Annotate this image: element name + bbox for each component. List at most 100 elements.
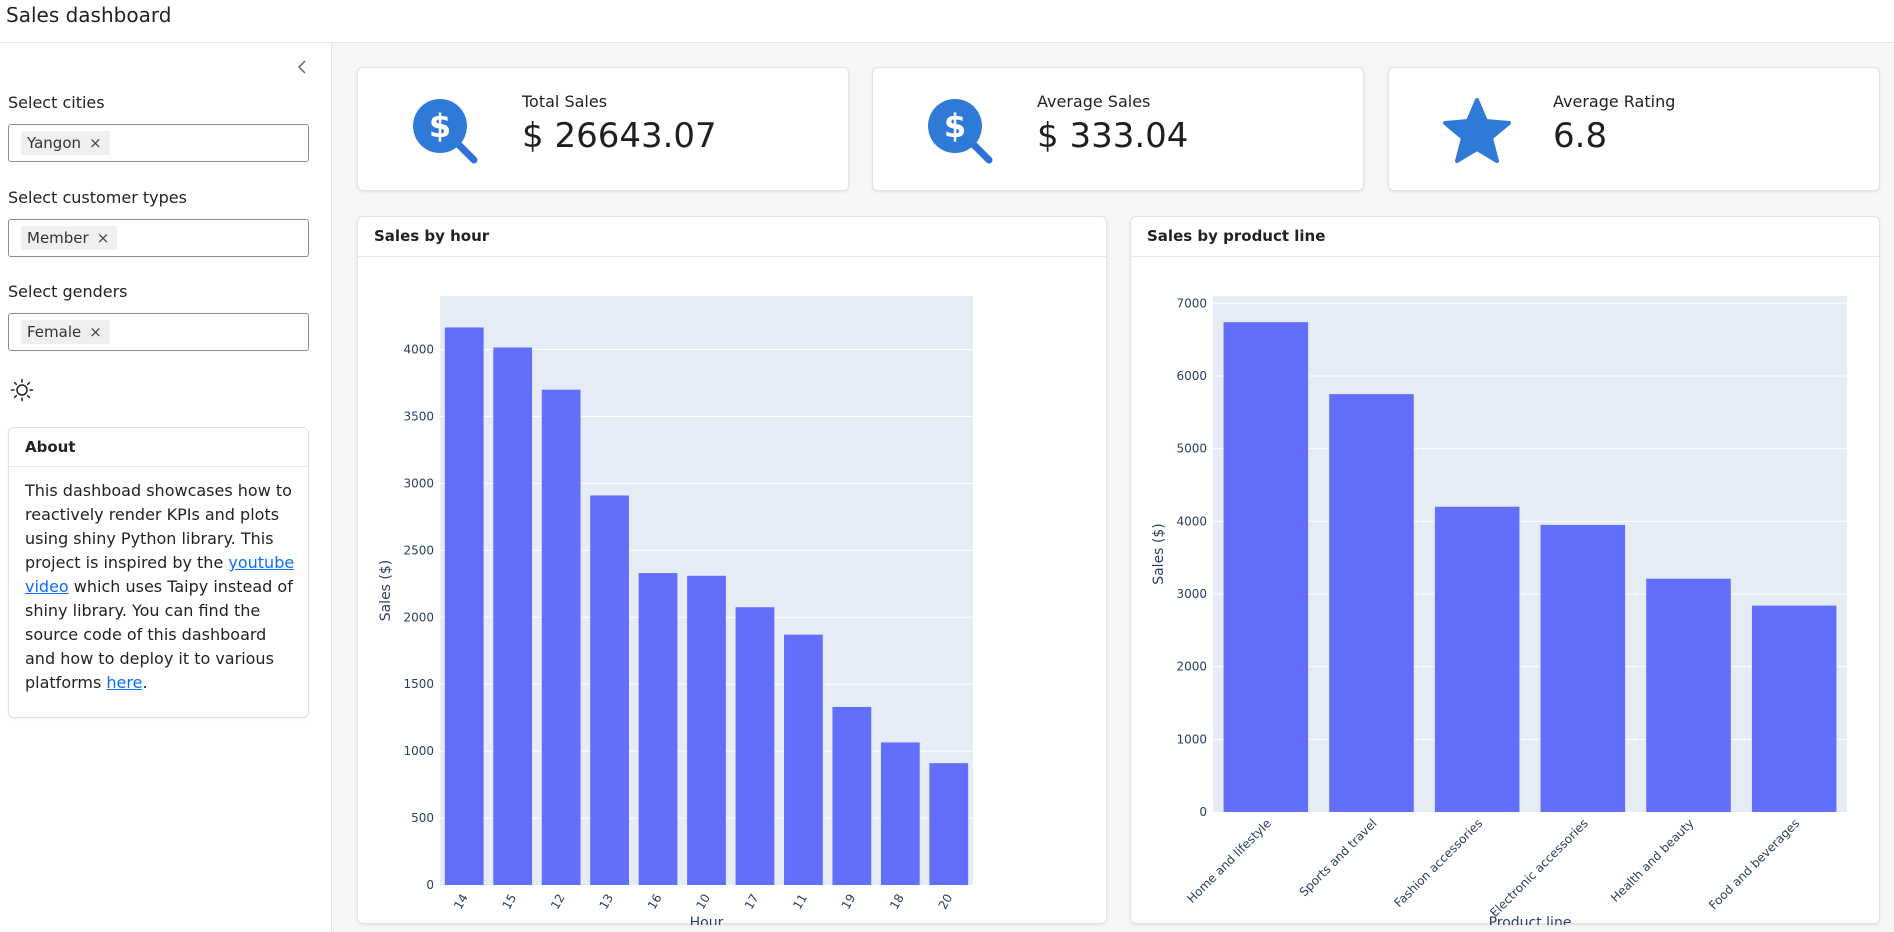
x-tick-label: 10 <box>693 892 713 912</box>
app-title: Sales dashboard <box>6 3 172 27</box>
cities-select[interactable]: Yangon × <box>8 124 309 162</box>
y-tick-label: 0 <box>1199 805 1207 819</box>
about-text-part: which uses Taipy instead of shiny librar… <box>25 577 293 692</box>
customer-types-select[interactable]: Member × <box>8 219 309 257</box>
x-tick-label: Food and beverages <box>1706 816 1802 912</box>
kpi-average-sales: $ Average Sales $ 333.04 <box>872 67 1364 191</box>
y-tick-label: 2000 <box>1176 660 1207 674</box>
kpi-value: $ 26643.07 <box>522 116 717 156</box>
bar <box>590 495 629 885</box>
chevron-left-icon[interactable] <box>292 57 312 77</box>
kpi-label: Average Sales <box>1037 92 1151 111</box>
sales-by-hour-chart: 0 500 1000 1500 2000 2500 3000 3500 4000 14 15 12 13… <box>378 296 973 925</box>
x-axis-title: Hour <box>690 915 724 925</box>
remove-chip-button[interactable]: × <box>89 323 102 341</box>
customer-types-label: Select customer types <box>8 188 187 207</box>
y-tick-label: 2500 <box>403 543 434 557</box>
bar <box>444 327 484 885</box>
y-tick-label: 6000 <box>1176 369 1207 383</box>
x-axis-title: Product line <box>1489 915 1572 925</box>
sales-by-product-line-card: Sales by product line 0 1000 2000 3000 4000 5… <box>1130 216 1880 925</box>
y-tick-label: 1000 <box>403 744 434 758</box>
chart-title: Sales by hour <box>358 217 1106 257</box>
about-text: This dashboad showcases how to reactivel… <box>9 467 308 695</box>
cities-label: Select cities <box>8 93 105 112</box>
bar <box>735 607 775 885</box>
x-tick-label: 17 <box>742 892 762 912</box>
y-tick-label: 3000 <box>1176 587 1207 601</box>
source-code-link[interactable]: here <box>106 673 143 692</box>
selected-chip-city: Yangon × <box>21 131 110 155</box>
chart-title: Sales by product line <box>1131 217 1879 257</box>
chip-label: Member <box>27 229 89 247</box>
kpi-total-sales: $ Total Sales $ 26643.07 <box>357 67 849 191</box>
bar <box>541 389 581 885</box>
y-tick-label: 4000 <box>403 343 434 357</box>
y-axis-title: Sales ($) <box>378 560 394 622</box>
bar <box>687 575 726 885</box>
bar <box>929 763 969 885</box>
youtube-video-link[interactable]: youtube video <box>25 553 295 596</box>
kpi-label: Total Sales <box>522 92 608 111</box>
plot-area <box>1213 296 1847 812</box>
y-tick-label: 3000 <box>403 476 434 490</box>
y-tick-label: 4000 <box>1176 514 1207 528</box>
x-tick-label: 13 <box>596 892 616 912</box>
main-content: $ Total Sales $ 26643.07 $ Average Sales… <box>332 43 1894 932</box>
about-title: About <box>9 428 308 467</box>
x-tick-label: 20 <box>936 892 956 912</box>
x-tick-label: 18 <box>887 892 907 912</box>
bar <box>493 347 533 886</box>
dollar-search-icon: $ <box>928 99 993 164</box>
x-tick-label: 11 <box>790 892 810 912</box>
selected-chip-customer-type: Member × <box>21 226 118 250</box>
svg-text:$: $ <box>944 107 966 145</box>
x-tick-label: Home and lifestyle <box>1184 816 1274 906</box>
y-tick-label: 0 <box>426 878 434 892</box>
selected-chip-gender: Female × <box>21 320 110 344</box>
bar <box>784 634 823 885</box>
bar <box>1434 506 1520 812</box>
bar <box>1646 578 1731 812</box>
kpi-value: $ 333.04 <box>1037 116 1189 156</box>
y-tick-label: 1500 <box>403 677 434 691</box>
x-tick-label: 15 <box>500 892 520 912</box>
y-tick-label: 3500 <box>403 409 434 423</box>
genders-label: Select genders <box>8 282 128 301</box>
star-icon <box>1443 98 1511 163</box>
y-tick-label: 7000 <box>1176 296 1207 310</box>
svg-text:$: $ <box>429 107 451 145</box>
top-bar: Sales dashboard <box>0 0 1894 43</box>
about-text-part: This dashboad showcases how to reactivel… <box>25 481 292 572</box>
bar <box>1751 605 1837 812</box>
bar <box>880 742 920 885</box>
remove-chip-button[interactable]: × <box>89 134 102 152</box>
x-tick-label: Health and beauty <box>1608 816 1697 905</box>
sales-by-product-line-chart: 0 1000 2000 3000 4000 5000 6000 7000 Home and li… <box>1151 296 1847 925</box>
x-tick-label: Electronic accessories <box>1487 816 1591 920</box>
y-axis-title: Sales ($) <box>1151 523 1167 585</box>
chip-label: Female <box>27 323 82 341</box>
dollar-search-icon: $ <box>413 99 478 164</box>
remove-chip-button[interactable]: × <box>96 229 110 247</box>
bar <box>1329 394 1414 812</box>
x-tick-label: Fashion accessories <box>1391 816 1485 910</box>
kpi-average-rating: Average Rating 6.8 <box>1388 67 1880 191</box>
x-tick-label: 12 <box>548 892 568 912</box>
kpi-value: 6.8 <box>1553 116 1608 156</box>
bar <box>1540 524 1626 812</box>
sun-icon[interactable] <box>10 378 34 402</box>
genders-select[interactable]: Female × <box>8 313 309 351</box>
bar <box>638 573 678 885</box>
sales-by-hour-card: Sales by hour 0 500 1000 1500 2000 2500 3000 35… <box>357 216 1107 925</box>
sidebar: Select cities Yangon × Select customer t… <box>0 43 332 932</box>
about-text-part: . <box>142 673 148 692</box>
x-tick-label: 16 <box>645 892 665 912</box>
kpi-label: Average Rating <box>1553 92 1676 111</box>
bar <box>1223 322 1309 812</box>
about-card: About This dashboad showcases how to rea… <box>8 427 309 718</box>
chip-label: Yangon <box>27 134 82 152</box>
y-tick-label: 5000 <box>1176 442 1207 456</box>
y-tick-label: 1000 <box>1176 732 1207 746</box>
x-tick-label: Sports and travel <box>1297 816 1380 899</box>
